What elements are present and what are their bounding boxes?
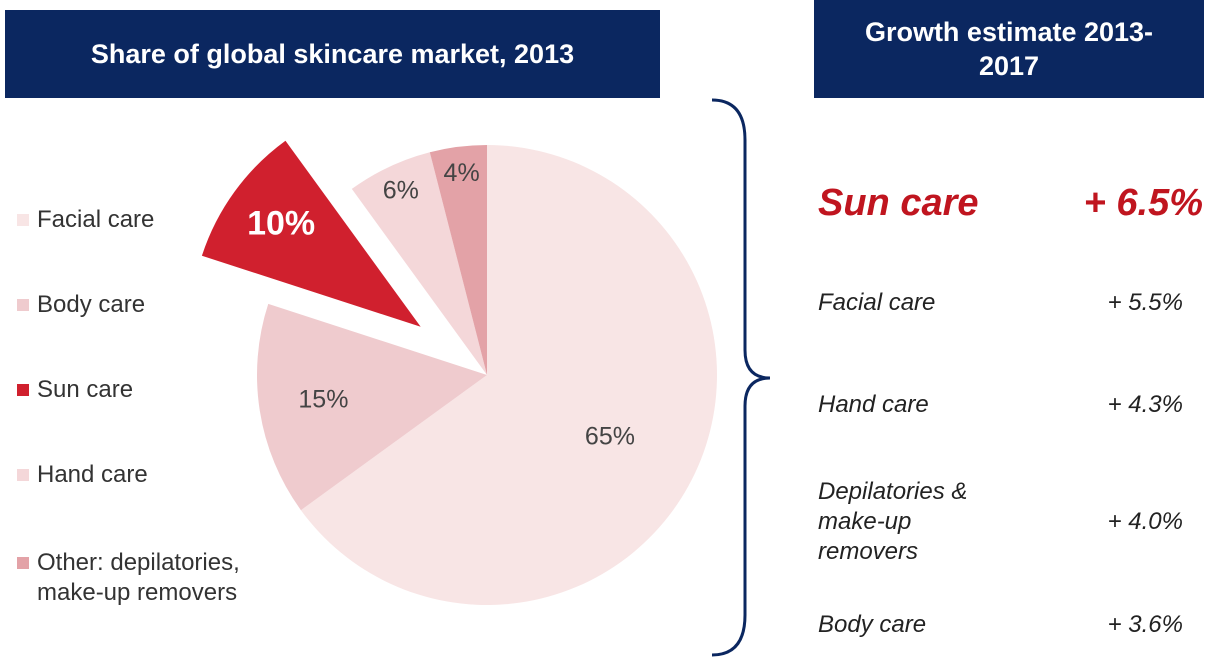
pie-slice bbox=[300, 145, 717, 605]
growth-value: + 4.3% bbox=[1107, 391, 1183, 418]
pie-slice bbox=[351, 152, 487, 375]
legend-swatch bbox=[17, 557, 29, 569]
legend-item: Hand care bbox=[17, 460, 287, 490]
growth-row: Sun care + 6.5% bbox=[818, 182, 1203, 224]
legend-swatch bbox=[17, 214, 29, 226]
legend-item: Facial care bbox=[17, 205, 287, 235]
slice-label: 4% bbox=[444, 159, 480, 187]
slice-label: 65% bbox=[585, 422, 635, 450]
growth-row: Facial care + 5.5% bbox=[818, 288, 1183, 318]
pie-slice bbox=[256, 303, 487, 511]
growth-row: Depilatories & make-up removers + 4.0% bbox=[818, 477, 1183, 567]
pie-slice bbox=[201, 140, 421, 327]
brace bbox=[711, 98, 771, 657]
growth-value: + 3.6% bbox=[1107, 611, 1183, 638]
slice-label: 10% bbox=[247, 204, 315, 242]
growth-row: Hand care + 4.3% bbox=[818, 390, 1183, 420]
growth-label: Depilatories & make-up removers bbox=[818, 478, 968, 565]
growth-label: Body care bbox=[818, 611, 927, 638]
growth-label: Facial care bbox=[818, 289, 936, 316]
growth-title: Growth estimate 2013-2017 bbox=[814, 0, 1204, 98]
legend-item: Other: depilatories, make-up removers bbox=[17, 548, 287, 608]
slice-label: 6% bbox=[383, 176, 419, 204]
legend-swatch bbox=[17, 469, 29, 481]
legend-item: Sun care bbox=[17, 375, 287, 405]
legend-label: Sun care bbox=[37, 376, 134, 403]
pie-title: Share of global skincare market, 2013 bbox=[5, 10, 660, 98]
growth-row: Body care + 3.6% bbox=[818, 610, 1183, 640]
legend-swatch bbox=[17, 299, 29, 311]
pie-slice bbox=[429, 145, 487, 375]
legend-label: Facial care bbox=[37, 206, 155, 233]
legend-swatch bbox=[17, 384, 29, 396]
legend-label: Other: depilatories, make-up removers bbox=[37, 549, 240, 606]
growth-value: + 4.0% bbox=[1107, 508, 1183, 535]
growth-label: Sun care bbox=[818, 182, 979, 224]
growth-value: + 5.5% bbox=[1107, 289, 1183, 316]
legend-label: Hand care bbox=[37, 461, 148, 488]
growth-label: Hand care bbox=[818, 391, 929, 418]
legend-label: Body care bbox=[37, 291, 146, 318]
slice-label: 15% bbox=[298, 386, 348, 414]
legend-item: Body care bbox=[17, 290, 287, 320]
growth-value: + 6.5% bbox=[1083, 182, 1203, 224]
